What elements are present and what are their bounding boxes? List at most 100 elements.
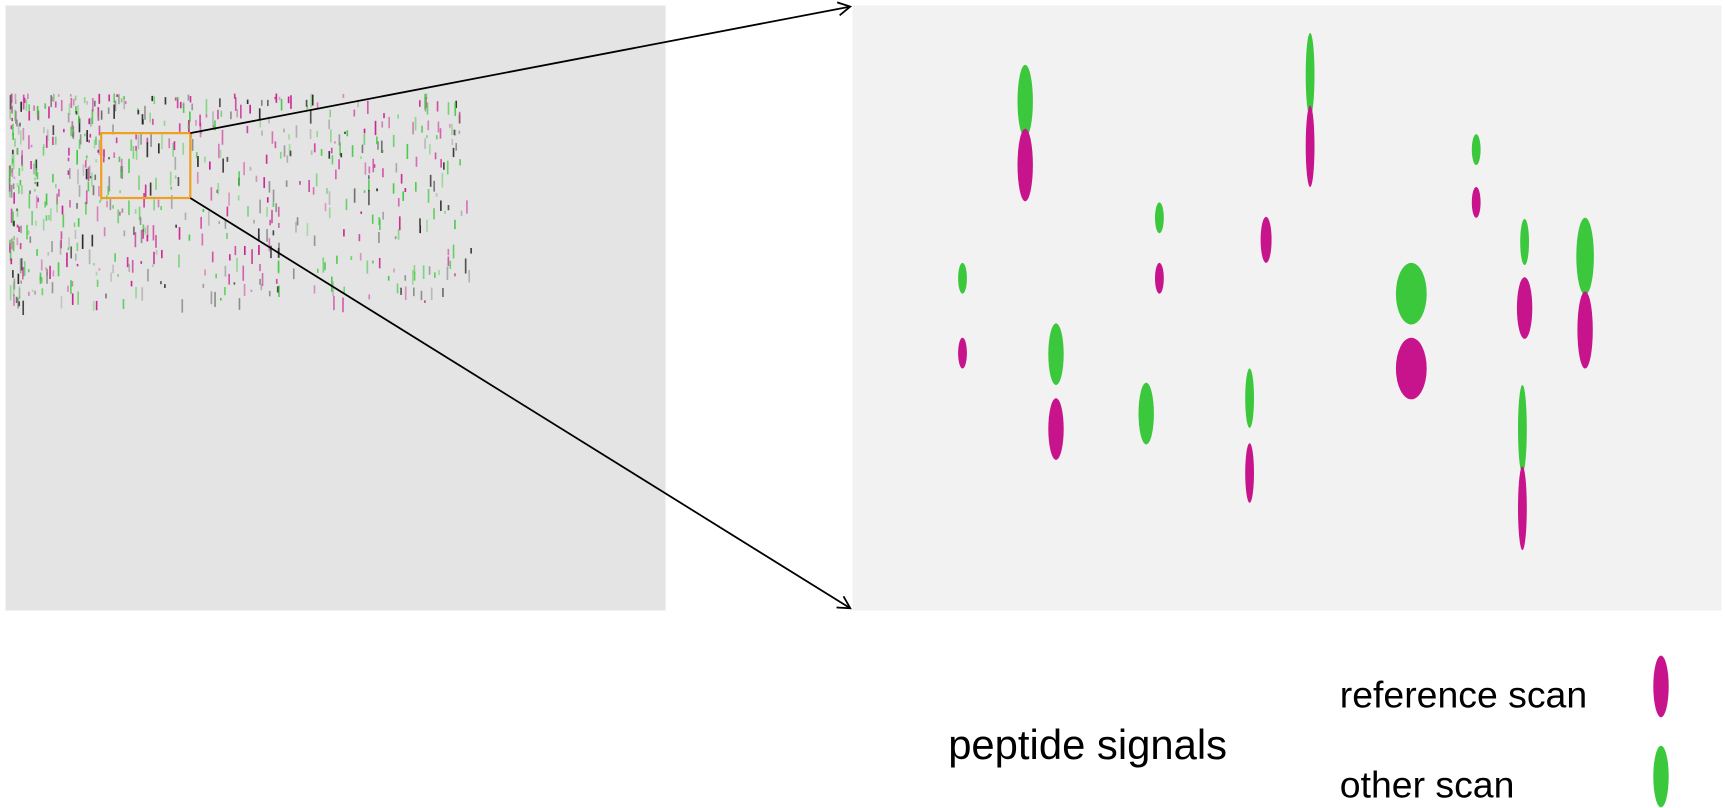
signal xyxy=(454,102,456,116)
signal xyxy=(58,189,60,197)
signal xyxy=(290,151,292,157)
spot xyxy=(1155,202,1164,233)
signal xyxy=(86,158,88,161)
signal xyxy=(12,270,14,278)
signal xyxy=(28,292,30,296)
signal xyxy=(34,291,36,295)
signal xyxy=(26,225,28,240)
signal xyxy=(272,131,274,144)
signal xyxy=(18,186,20,194)
signal xyxy=(143,193,145,208)
signal xyxy=(436,193,438,197)
signal xyxy=(14,110,16,121)
signal xyxy=(434,272,436,278)
signal xyxy=(230,111,232,119)
signal xyxy=(278,207,280,217)
signal xyxy=(344,132,346,134)
signal xyxy=(436,135,438,139)
signal xyxy=(228,192,230,205)
signal xyxy=(217,110,219,119)
signal xyxy=(297,217,299,225)
signal xyxy=(53,270,55,276)
signal xyxy=(317,269,319,273)
signal xyxy=(433,208,435,219)
signal xyxy=(382,212,384,220)
signal xyxy=(438,122,440,133)
signal xyxy=(414,265,416,273)
signal xyxy=(23,95,25,110)
signal xyxy=(459,112,461,124)
signal xyxy=(278,223,280,228)
signal xyxy=(161,134,163,149)
signal xyxy=(448,102,450,114)
signal xyxy=(117,274,119,277)
signal xyxy=(206,114,208,117)
signal xyxy=(20,243,22,249)
signal xyxy=(9,109,11,120)
signal xyxy=(92,98,94,111)
signal xyxy=(12,124,14,136)
signal xyxy=(395,236,397,239)
signal xyxy=(147,269,149,281)
signal xyxy=(22,164,24,170)
signal xyxy=(382,168,384,177)
signal xyxy=(330,129,332,142)
signal xyxy=(440,159,442,168)
signal xyxy=(35,221,37,226)
signal xyxy=(412,122,414,135)
signal xyxy=(118,94,120,104)
signal xyxy=(160,281,162,284)
signal xyxy=(43,127,45,133)
signal xyxy=(240,105,242,119)
signal xyxy=(312,95,314,106)
signal xyxy=(15,99,17,104)
signal xyxy=(426,135,428,138)
signal xyxy=(86,190,88,204)
signal xyxy=(188,125,190,129)
signal xyxy=(32,290,34,292)
signal xyxy=(94,175,96,180)
signal xyxy=(220,150,222,158)
signal xyxy=(20,130,22,144)
signal xyxy=(89,249,91,264)
signal xyxy=(93,301,95,311)
signal xyxy=(47,252,49,256)
signal xyxy=(281,99,283,111)
signal xyxy=(71,98,73,108)
signal xyxy=(75,254,77,261)
spot xyxy=(958,338,967,369)
signal xyxy=(135,135,137,140)
signal xyxy=(203,209,205,212)
signal xyxy=(453,245,455,259)
signal xyxy=(97,206,99,221)
signal xyxy=(244,246,246,255)
signal xyxy=(203,284,205,288)
signal xyxy=(190,96,192,102)
signal xyxy=(147,225,149,237)
signal xyxy=(333,296,335,310)
signal xyxy=(447,161,449,175)
signal xyxy=(273,190,275,203)
signal xyxy=(136,150,138,160)
signal xyxy=(362,145,364,153)
signal xyxy=(152,119,154,125)
signal xyxy=(128,264,130,272)
signal xyxy=(105,293,107,298)
signal xyxy=(440,128,442,138)
signal xyxy=(221,111,223,117)
signal xyxy=(448,249,450,255)
signal xyxy=(449,261,451,269)
signal xyxy=(364,129,366,134)
signal xyxy=(21,185,23,194)
signal xyxy=(278,261,280,272)
signal xyxy=(86,155,88,157)
signal xyxy=(122,208,124,212)
spot xyxy=(1245,443,1254,502)
signal xyxy=(428,189,430,203)
signal xyxy=(58,94,60,96)
signal xyxy=(76,150,78,165)
signal xyxy=(181,299,183,312)
signal xyxy=(70,246,72,258)
signal xyxy=(368,175,370,179)
signal xyxy=(113,152,115,158)
